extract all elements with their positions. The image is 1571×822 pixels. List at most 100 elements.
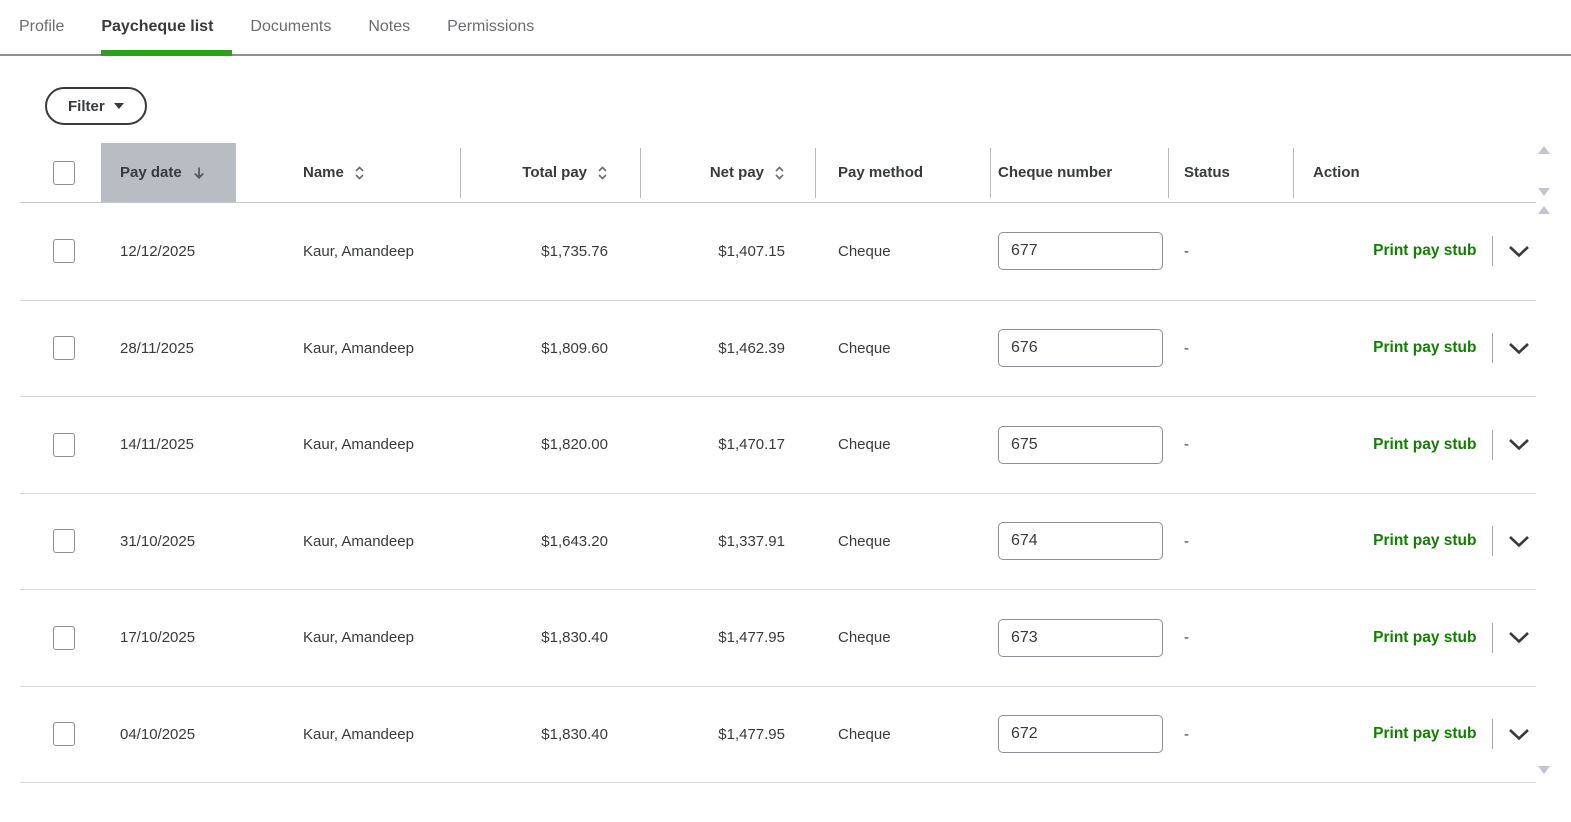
net-pay-cell: $1,477.95	[718, 725, 785, 743]
scroll-up-icon[interactable]	[1538, 206, 1550, 214]
tab-permissions[interactable]: Permissions	[447, 0, 534, 54]
print-pay-stub-link[interactable]: Print pay stub	[1373, 725, 1477, 743]
action-cell: Print pay stub	[1293, 526, 1536, 557]
action-cell: Print pay stub	[1293, 236, 1536, 267]
chevron-down-icon	[1509, 728, 1529, 741]
print-pay-stub-link[interactable]: Print pay stub	[1373, 532, 1477, 550]
action-cell: Print pay stub	[1293, 429, 1536, 460]
pay-date-cell: 14/11/2025	[120, 436, 194, 454]
total-pay-cell: $1,830.40	[541, 725, 608, 743]
row-checkbox[interactable]	[53, 432, 75, 457]
header-net-pay[interactable]: Net pay	[640, 143, 815, 202]
chevron-down-icon	[1509, 439, 1529, 451]
action-divider	[1491, 429, 1493, 460]
row-checkbox[interactable]	[53, 336, 75, 361]
print-pay-stub-link[interactable]: Print pay stub	[1373, 242, 1477, 260]
status-cell: -	[1184, 339, 1189, 357]
print-pay-stub-link[interactable]: Print pay stub	[1373, 628, 1477, 646]
status-cell: -	[1184, 725, 1189, 743]
tab-notes[interactable]: Notes	[368, 0, 410, 54]
cheque-number-input[interactable]	[998, 329, 1163, 368]
tab-paycheque-list[interactable]: Paycheque list	[101, 0, 233, 56]
select-all-checkbox[interactable]	[53, 160, 75, 185]
status-cell: -	[1184, 242, 1189, 260]
status-cell: -	[1184, 532, 1189, 550]
cheque-number-input[interactable]	[998, 425, 1163, 464]
filter-button[interactable]: Filter	[45, 87, 147, 125]
sort-both-icon	[775, 165, 784, 180]
paycheque-list-panel: Filter Pay date Name	[0, 56, 1571, 783]
tab-documents[interactable]: Documents	[250, 0, 331, 54]
header-label: Name	[303, 164, 344, 181]
action-divider	[1491, 622, 1493, 653]
net-pay-cell: $1,462.39	[718, 339, 785, 357]
cheque-number-cell	[990, 232, 1168, 271]
cheque-number-cell	[990, 522, 1168, 561]
caret-down-icon	[113, 103, 124, 109]
row-actions-menu-button[interactable]	[1508, 535, 1530, 548]
cheque-number-input[interactable]	[998, 522, 1163, 561]
row-checkbox[interactable]	[53, 239, 75, 264]
action-cell: Print pay stub	[1293, 719, 1536, 750]
row-checkbox-cell	[20, 722, 101, 747]
action-divider	[1491, 526, 1493, 557]
scroll-down-icon[interactable]	[1538, 188, 1550, 196]
table-row: 31/10/2025 Kaur, Amandeep $1,643.20 $1,3…	[20, 492, 1536, 590]
row-checkbox[interactable]	[53, 722, 75, 747]
tab-profile[interactable]: Profile	[19, 0, 64, 54]
chevron-down-icon	[1509, 342, 1529, 355]
row-checkbox-cell	[20, 239, 101, 264]
action-divider	[1491, 333, 1493, 364]
header-label: Pay date	[120, 164, 182, 181]
chevron-down-icon	[1509, 535, 1529, 548]
row-actions-menu-button[interactable]	[1508, 728, 1530, 741]
row-actions-menu-button[interactable]	[1508, 631, 1530, 644]
sort-both-icon	[355, 165, 364, 180]
status-cell: -	[1184, 436, 1189, 454]
row-actions-menu-button[interactable]	[1508, 245, 1530, 258]
row-checkbox-cell	[20, 529, 101, 554]
header-name[interactable]: Name	[295, 143, 460, 202]
header-checkbox-cell	[20, 143, 101, 202]
tab-label: Notes	[368, 18, 411, 35]
action-cell: Print pay stub	[1293, 333, 1536, 364]
cheque-number-cell	[990, 425, 1168, 464]
row-actions-menu-button[interactable]	[1508, 438, 1530, 451]
table-row: 12/12/2025 Kaur, Amandeep $1,735.76 $1,4…	[20, 203, 1536, 300]
pay-method-cell: Cheque	[838, 725, 891, 743]
pay-date-cell: 04/10/2025	[120, 725, 196, 743]
header-label: Status	[1184, 164, 1230, 181]
header-label: Cheque number	[998, 164, 1113, 181]
sorted-column-highlight: Pay date	[101, 143, 236, 202]
header-action: Action	[1293, 143, 1536, 202]
row-checkbox[interactable]	[53, 625, 75, 650]
cheque-number-input[interactable]	[998, 715, 1163, 754]
header-label: Action	[1313, 164, 1360, 181]
pay-date-cell: 28/11/2025	[120, 339, 194, 357]
header-label: Net pay	[709, 164, 764, 181]
table-row: 14/11/2025 Kaur, Amandeep $1,820.00 $1,4…	[20, 396, 1536, 493]
row-checkbox-cell	[20, 625, 101, 650]
table-row: 17/10/2025 Kaur, Amandeep $1,830.40 $1,4…	[20, 589, 1536, 686]
header-total-pay[interactable]: Total pay	[460, 143, 640, 202]
name-cell: Kaur, Amandeep	[303, 725, 414, 743]
header-label: Pay method	[838, 164, 924, 181]
name-cell: Kaur, Amandeep	[303, 532, 414, 550]
net-pay-cell: $1,337.91	[718, 532, 785, 550]
cheque-number-input[interactable]	[998, 618, 1163, 657]
cheque-number-input[interactable]	[998, 232, 1163, 271]
table-row: 04/10/2025 Kaur, Amandeep $1,830.40 $1,4…	[20, 685, 1536, 783]
name-cell: Kaur, Amandeep	[303, 339, 414, 357]
header-pay-date[interactable]: Pay date	[101, 143, 295, 202]
cheque-number-cell	[990, 618, 1168, 657]
row-actions-menu-button[interactable]	[1508, 342, 1530, 355]
scroll-up-icon[interactable]	[1538, 146, 1550, 154]
row-checkbox[interactable]	[53, 529, 75, 554]
print-pay-stub-link[interactable]: Print pay stub	[1373, 339, 1477, 357]
row-checkbox-cell	[20, 432, 101, 457]
total-pay-cell: $1,820.00	[541, 436, 608, 454]
pay-date-cell: 17/10/2025	[120, 629, 196, 647]
print-pay-stub-link[interactable]: Print pay stub	[1373, 435, 1477, 453]
chevron-down-icon	[1509, 245, 1529, 258]
scroll-down-icon[interactable]	[1538, 766, 1550, 774]
